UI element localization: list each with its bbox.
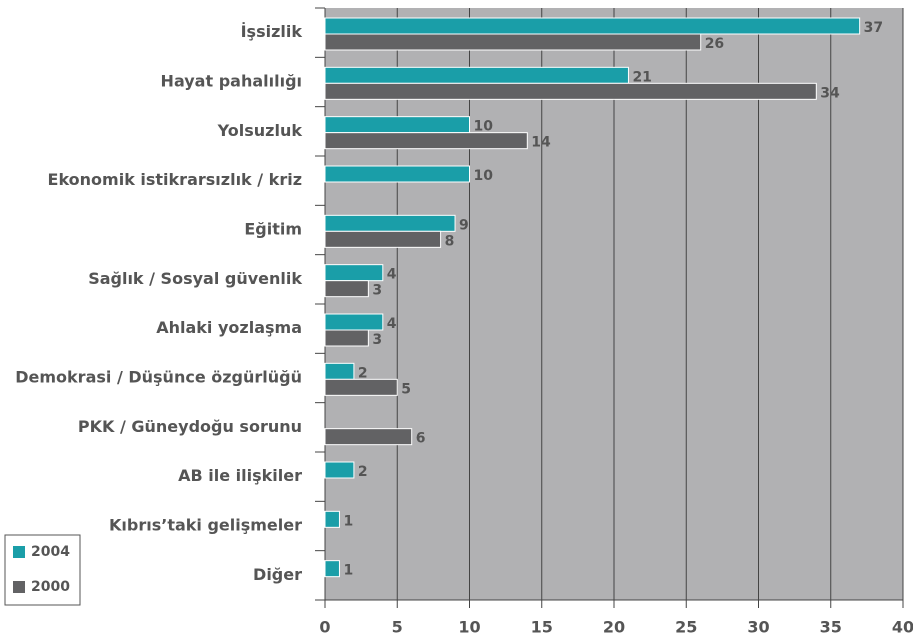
bar xyxy=(324,165,470,183)
bar xyxy=(324,560,340,578)
bar xyxy=(324,230,442,248)
y-tick-label: Sağlık / Sosyal güvenlik xyxy=(88,269,302,288)
legend-swatch xyxy=(13,581,25,593)
legend-label: 2000 xyxy=(31,579,70,595)
bar xyxy=(324,428,413,446)
value-label: 2 xyxy=(358,365,368,381)
value-label: 2 xyxy=(358,464,368,480)
bar xyxy=(324,82,817,100)
bar xyxy=(324,66,629,84)
bar xyxy=(324,33,702,51)
bar xyxy=(324,116,470,134)
bar xyxy=(324,214,456,232)
bar xyxy=(324,264,384,282)
x-tick-label: 25 xyxy=(675,618,697,637)
y-tick-label: PKK / Güneydoğu sorunu xyxy=(78,417,302,436)
bar xyxy=(324,362,355,380)
value-label: 37 xyxy=(864,20,883,36)
value-label: 1 xyxy=(343,563,353,579)
y-tick-label: Hayat pahalılığı xyxy=(161,72,302,91)
x-tick-label: 40 xyxy=(892,618,913,637)
bar xyxy=(324,313,384,331)
y-tick-label: Demokrasi / Düşünce özgürlüğü xyxy=(15,368,302,387)
value-label: 6 xyxy=(416,431,426,447)
legend-swatch xyxy=(13,546,25,558)
value-label: 3 xyxy=(372,332,382,348)
bar xyxy=(324,510,340,528)
y-tick-label: Ekonomik istikrarsızlık / kriz xyxy=(48,170,302,189)
y-tick-label: Kıbrıs’taki gelişmeler xyxy=(109,516,302,535)
value-label: 10 xyxy=(474,119,494,135)
bar xyxy=(324,280,369,298)
y-tick-label: Ahlaki yozlaşma xyxy=(156,318,302,337)
value-label: 10 xyxy=(474,168,494,184)
bar xyxy=(324,132,528,150)
y-tick-label: İşsizlik xyxy=(241,22,303,41)
x-tick-label: 10 xyxy=(458,618,480,637)
x-tick-label: 30 xyxy=(747,618,769,637)
bar xyxy=(324,17,861,35)
x-tick-label: 15 xyxy=(531,618,553,637)
value-label: 4 xyxy=(387,267,397,283)
x-tick-label: 0 xyxy=(319,618,330,637)
value-label: 21 xyxy=(632,69,651,85)
bar xyxy=(324,329,369,347)
y-tick-label: Yolsuzluk xyxy=(217,121,303,140)
value-label: 5 xyxy=(401,381,411,397)
value-label: 1 xyxy=(343,513,353,529)
value-label: 14 xyxy=(531,135,551,151)
y-tick-label: Diğer xyxy=(253,565,302,584)
bar xyxy=(324,461,355,479)
value-label: 26 xyxy=(705,36,724,52)
y-tick-label: AB ile ilişkiler xyxy=(178,466,302,485)
value-label: 8 xyxy=(445,233,455,249)
x-tick-label: 5 xyxy=(392,618,403,637)
x-tick-label: 20 xyxy=(603,618,625,637)
value-label: 9 xyxy=(459,217,469,233)
value-label: 4 xyxy=(387,316,397,332)
value-label: 3 xyxy=(372,283,382,299)
value-label: 34 xyxy=(820,85,840,101)
legend-label: 2004 xyxy=(31,544,70,560)
x-tick-label: 35 xyxy=(820,618,842,637)
bar xyxy=(324,378,398,396)
y-tick-label: Eğitim xyxy=(244,220,302,239)
